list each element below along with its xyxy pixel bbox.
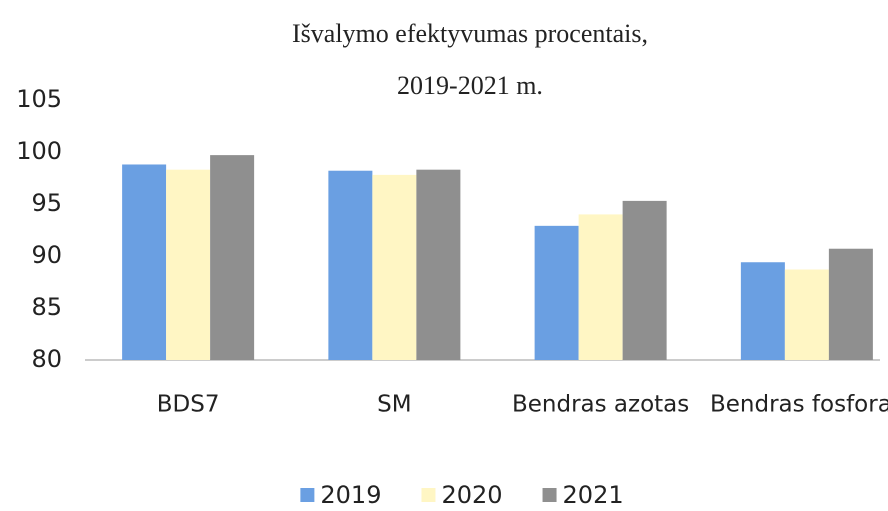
chart-title: Išvalymo efektyvumas procentais, [292,19,648,48]
legend-label: 2019 [320,481,381,509]
legend-swatch [300,488,315,502]
bar [122,164,167,360]
y-tick-label: 80 [31,345,62,373]
bar [622,200,667,360]
y-tick-label: 90 [31,241,62,269]
bar [166,169,211,360]
x-tick-label: BDS7 [157,392,220,418]
y-tick-label: 85 [31,293,62,321]
bar [534,225,579,360]
legend-swatch [542,488,557,502]
legend-label: 2021 [563,481,624,509]
bar [416,169,461,360]
y-tick-label: 95 [31,189,62,217]
legend-swatch [421,488,436,502]
legend: 2019 2020 2021 [300,481,624,509]
bar [784,269,829,360]
bar [210,155,255,360]
legend-label: 2020 [441,481,502,509]
x-tick-label: Bendras fosforas [710,392,888,418]
x-tick-label: SM [377,392,411,418]
x-tick-label: Bendras azotas [512,392,689,418]
bar [578,214,623,360]
bar [328,170,373,360]
y-tick-label: 100 [16,137,62,165]
bar [372,174,417,360]
chart-title: 2019-2021 m. [397,71,543,100]
y-tick-label: 105 [16,85,62,113]
bar [828,248,873,360]
bar [740,262,785,360]
